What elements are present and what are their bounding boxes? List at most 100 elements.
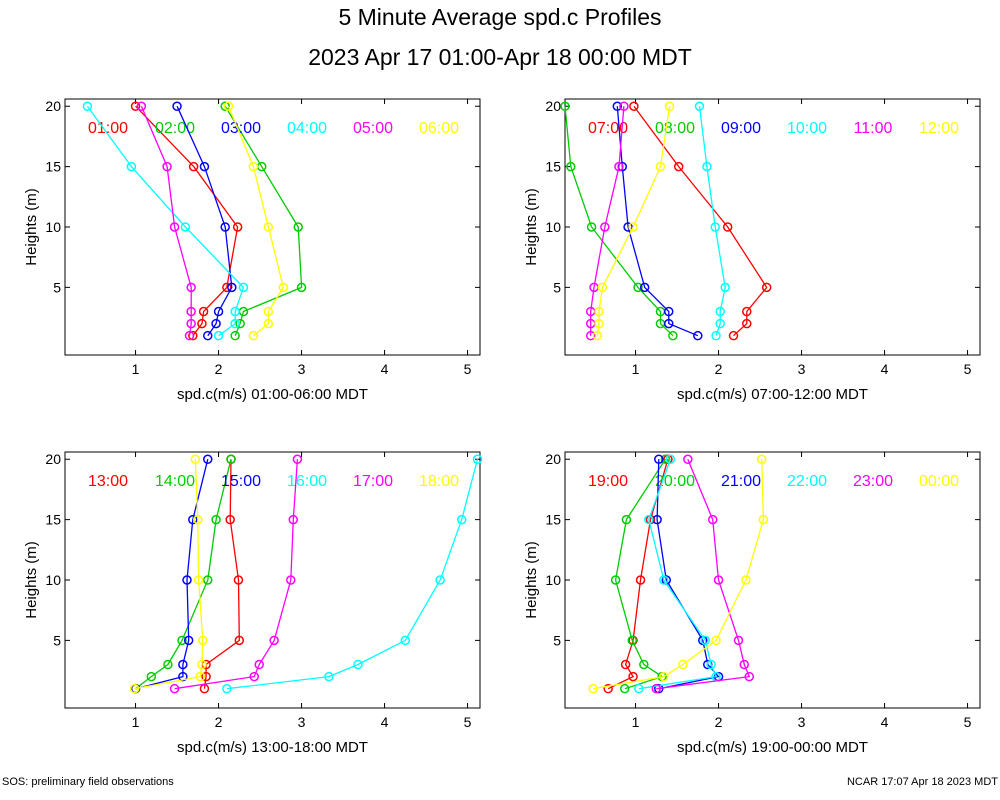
data-point [278, 282, 289, 293]
data-point [619, 101, 629, 111]
data-point [213, 330, 224, 341]
data-point [644, 514, 654, 525]
data-point [654, 454, 664, 464]
data-point [186, 306, 196, 317]
data-point [223, 101, 234, 111]
series-0500 [136, 101, 196, 341]
x-tick-label: 2 [715, 714, 723, 730]
y-axis-label: Heights (m) [523, 188, 540, 266]
legend-entry: 19:00 [588, 473, 628, 490]
data-point [195, 671, 206, 682]
x-tick-label: 3 [298, 361, 306, 377]
data-point [715, 306, 725, 317]
footer-note: SOS: preliminary field observations [2, 776, 174, 788]
data-point [711, 330, 721, 341]
data-point [178, 659, 188, 670]
data-point [232, 222, 243, 232]
plot-frame [564, 451, 981, 709]
legend-entry: 03:00 [221, 120, 261, 137]
data-point [230, 306, 240, 317]
series-line [607, 459, 669, 690]
data-point [184, 330, 195, 341]
legend-entry: 04:00 [287, 120, 327, 137]
data-point [213, 306, 224, 317]
x-tick-label: 3 [298, 714, 306, 730]
data-point [664, 101, 675, 111]
x-tick-label: 5 [964, 714, 972, 730]
data-point [664, 306, 674, 317]
legend-entry: 17:00 [353, 473, 393, 490]
data-point [400, 635, 411, 646]
data-point [234, 635, 245, 646]
series-0400 [82, 101, 249, 341]
data-point [739, 659, 750, 670]
series-line [86, 105, 245, 337]
data-point [235, 318, 245, 329]
series-line [596, 106, 671, 336]
x-axis-label: spd.c(m/s) 19:00-00:00 MDT [677, 739, 868, 756]
data-point [227, 282, 237, 293]
data-point [620, 683, 630, 694]
data-point [597, 282, 608, 293]
data-point [634, 683, 644, 694]
data-point [741, 575, 751, 585]
data-point [693, 330, 703, 341]
series-line [593, 459, 765, 690]
data-point [136, 101, 147, 111]
data-point [293, 222, 303, 232]
data-point [665, 454, 676, 464]
data-point [286, 575, 296, 585]
series-line [564, 106, 674, 337]
data-point [715, 318, 725, 329]
y-tick-label: 20 [45, 451, 61, 467]
data-point [211, 514, 221, 525]
data-point [186, 318, 196, 329]
x-tick-label: 3 [798, 714, 806, 730]
x-tick-label: 4 [881, 714, 889, 730]
data-point [610, 575, 621, 585]
data-point [633, 282, 643, 293]
data-point [659, 671, 669, 682]
series-line [140, 105, 192, 336]
x-tick-label: 1 [132, 714, 140, 730]
data-point [620, 659, 631, 670]
data-point [651, 683, 662, 694]
data-point [203, 454, 213, 464]
data-point [720, 282, 730, 293]
data-point [628, 671, 638, 682]
data-point [560, 101, 570, 111]
data-point [201, 671, 211, 682]
data-point [722, 222, 733, 232]
legend-entry: 10:00 [787, 120, 827, 137]
data-point [288, 514, 298, 525]
data-point [186, 282, 196, 293]
data-point [629, 101, 639, 111]
legend-entry: 09:00 [721, 120, 761, 137]
data-point [585, 330, 596, 341]
data-point [178, 671, 188, 682]
legend-entry: 02:00 [155, 120, 195, 137]
y-axis-label: Heights (m) [523, 541, 540, 619]
data-point [694, 101, 705, 111]
data-point [233, 575, 244, 585]
series-0600 [223, 101, 289, 341]
data-point [655, 161, 666, 172]
data-point [169, 683, 180, 694]
series-line [134, 459, 204, 690]
data-point [190, 454, 201, 464]
y-tick-label: 10 [545, 219, 561, 235]
x-tick-label: 4 [881, 361, 889, 377]
y-tick-label: 5 [53, 632, 61, 648]
data-point [129, 683, 140, 694]
series-0700 [629, 101, 772, 341]
series-line [227, 105, 284, 337]
series-line [135, 459, 209, 690]
data-point [193, 575, 204, 585]
data-point [126, 161, 137, 172]
data-point [269, 635, 279, 646]
x-tick-label: 5 [964, 361, 972, 377]
x-tick-label: 1 [632, 361, 640, 377]
data-point [324, 671, 334, 682]
chart-title: 5 Minute Average spd.c Profiles [338, 4, 662, 30]
data-point [225, 514, 235, 525]
